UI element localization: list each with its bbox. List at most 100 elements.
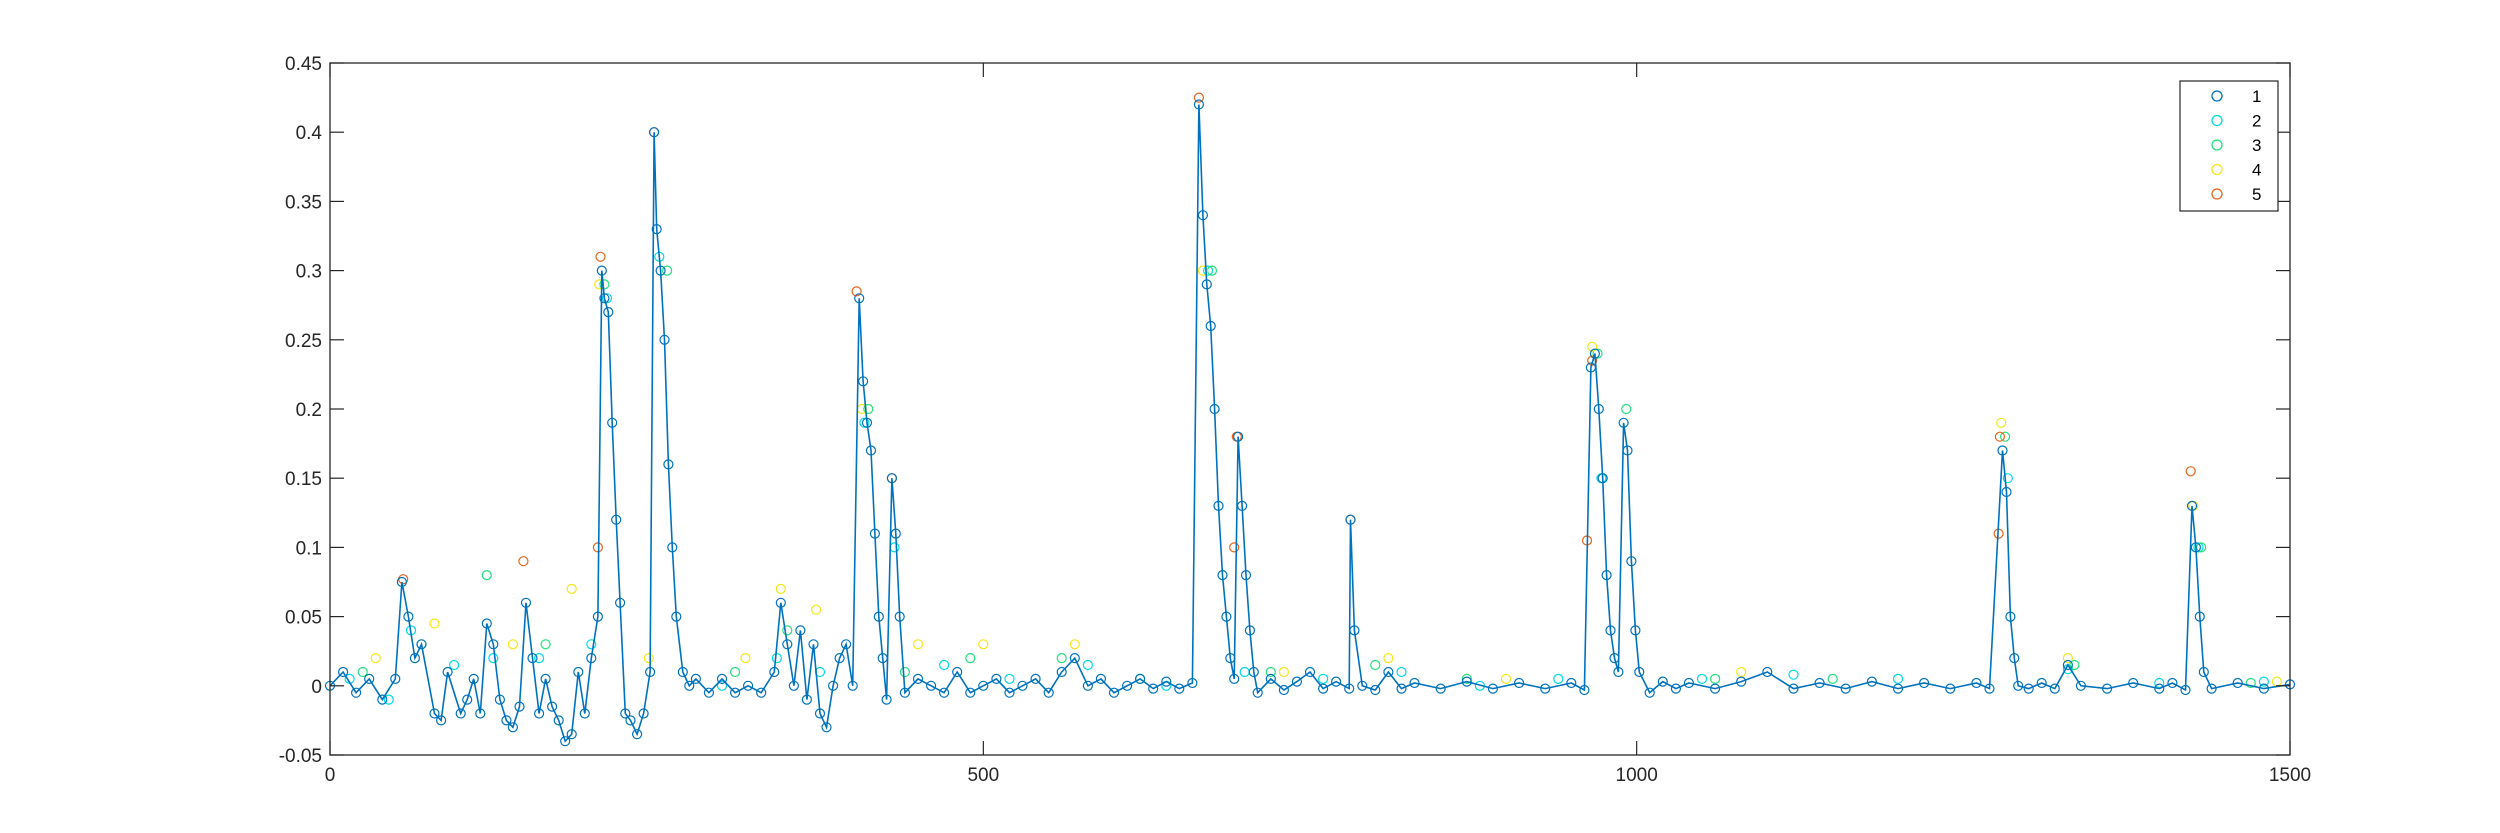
data-point [1383, 666, 1394, 678]
data-point [2193, 542, 2204, 553]
data-point [638, 708, 649, 719]
data-point [899, 687, 911, 698]
data-point [690, 673, 702, 685]
data-point [2102, 683, 2113, 694]
data-point [655, 265, 666, 276]
data-point [488, 639, 499, 650]
y-tick-label: 0.35 [285, 192, 322, 213]
data-point [1513, 677, 1525, 689]
data-point [775, 597, 786, 608]
data-point [1696, 673, 1708, 685]
data-point [1213, 500, 1224, 511]
legend-label-2: 2 [2252, 112, 2261, 131]
data-point [1892, 683, 1904, 694]
data-point [1082, 659, 1094, 671]
data-point [716, 680, 728, 691]
data-point [1597, 473, 1608, 484]
data-point [1383, 652, 1394, 664]
y-tick-label: 0.25 [285, 331, 322, 352]
data-point [671, 611, 682, 622]
y-tick-label: 0.2 [296, 400, 322, 421]
y-tick-label: 0.1 [296, 538, 322, 559]
data-point [788, 680, 800, 691]
data-point [449, 659, 460, 671]
data-point [1613, 666, 1624, 678]
data-point [2258, 683, 2269, 694]
data-point [2154, 683, 2165, 694]
data-point [1193, 99, 1205, 110]
y-tick-label: 0.4 [296, 123, 323, 144]
data-point [1657, 676, 1668, 687]
data-point [869, 528, 881, 539]
data-point [742, 680, 754, 691]
data-point [390, 673, 401, 685]
data-point [890, 528, 901, 539]
data-point [1265, 673, 1276, 685]
data-point [2194, 611, 2205, 622]
data-point [1193, 92, 1205, 103]
series-layer [324, 92, 2296, 747]
data-point [1566, 677, 1577, 689]
data-point [1435, 683, 1446, 694]
data-point [925, 680, 937, 691]
data-point [1585, 362, 1597, 373]
data-point [1004, 673, 1015, 685]
data-point [2186, 500, 2198, 511]
data-point [1330, 676, 1342, 687]
data-point [631, 729, 643, 740]
data-point [2001, 486, 2012, 498]
data-point [2062, 652, 2073, 664]
legend-label-5: 5 [2252, 185, 2261, 204]
data-point [1609, 652, 1620, 664]
data-point [1918, 677, 1930, 689]
data-point [2075, 680, 2086, 691]
data-point [351, 687, 362, 698]
data-point [1396, 683, 1407, 694]
data-point [1461, 673, 1472, 685]
data-point [965, 687, 976, 698]
data-point [1248, 666, 1259, 678]
data-point [1788, 669, 1799, 680]
data-point [1232, 431, 1244, 442]
x-tick-label: 0 [325, 765, 336, 786]
data-point [1866, 676, 1878, 687]
data-point [566, 729, 577, 740]
data-point [603, 307, 614, 318]
data-point [1187, 677, 1198, 689]
data-point [1197, 210, 1209, 221]
data-point [729, 687, 741, 698]
data-point [370, 652, 381, 664]
data-point [1209, 403, 1220, 415]
data-point [661, 265, 673, 276]
data-point [1644, 687, 1655, 698]
data-point [1349, 625, 1360, 636]
data-point [586, 639, 597, 650]
data-point [912, 639, 924, 650]
data-point [938, 687, 950, 698]
data-point [1225, 652, 1236, 664]
data-point [2154, 677, 2165, 689]
data-point [2206, 683, 2217, 694]
data-point [740, 652, 751, 664]
legend-marker-1 [2211, 90, 2223, 102]
data-point [912, 673, 924, 685]
data-point [2180, 684, 2191, 696]
data-point [1108, 687, 1120, 698]
data-point [501, 715, 512, 726]
data-point [1461, 676, 1472, 687]
data-point [881, 694, 892, 705]
data-point [775, 583, 786, 595]
data-point [1265, 666, 1276, 678]
data-point [2009, 652, 2020, 664]
data-point [2167, 677, 2178, 689]
data-point [1579, 684, 1590, 696]
data-point [821, 722, 832, 733]
x-tick-label: 1500 [2269, 765, 2311, 786]
data-point [1161, 676, 1172, 687]
data-point [611, 514, 622, 525]
data-point [965, 652, 976, 664]
data-point [2258, 676, 2269, 687]
data-point [659, 334, 670, 345]
data-point [2062, 659, 2073, 671]
